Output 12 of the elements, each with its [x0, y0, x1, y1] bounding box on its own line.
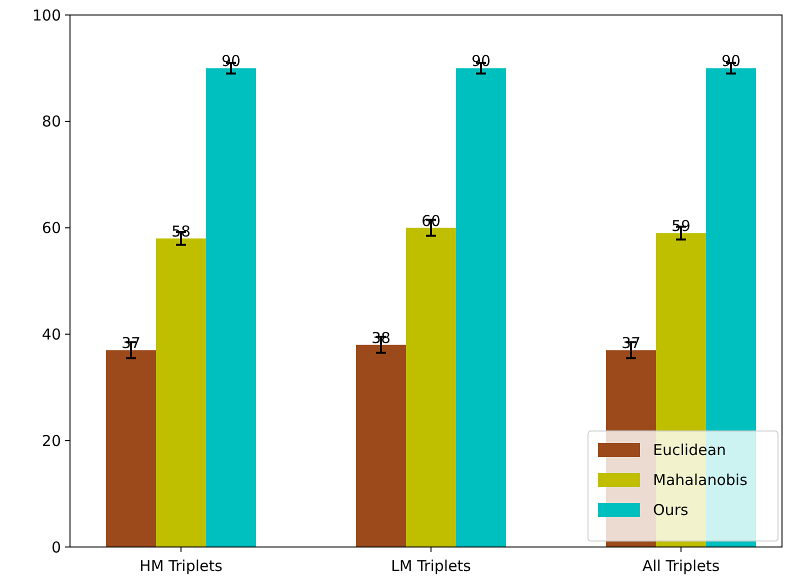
- y-tick-label: 60: [42, 219, 61, 238]
- y-tick-label: 40: [42, 325, 61, 344]
- y-tick-label: 20: [42, 432, 61, 450]
- y-tick-label: 80: [42, 112, 61, 131]
- legend-label: Ours: [653, 501, 688, 519]
- legend-label: Euclidean: [653, 441, 726, 459]
- y-tick-label: 0: [51, 538, 61, 556]
- x-tick-label: LM Triplets: [391, 557, 472, 575]
- x-tick-label: All Triplets: [642, 557, 720, 575]
- x-tick-label: HM Triplets: [140, 557, 223, 575]
- legend-label: Mahalanobis: [653, 471, 748, 489]
- y-tick-label: 100: [32, 6, 61, 24]
